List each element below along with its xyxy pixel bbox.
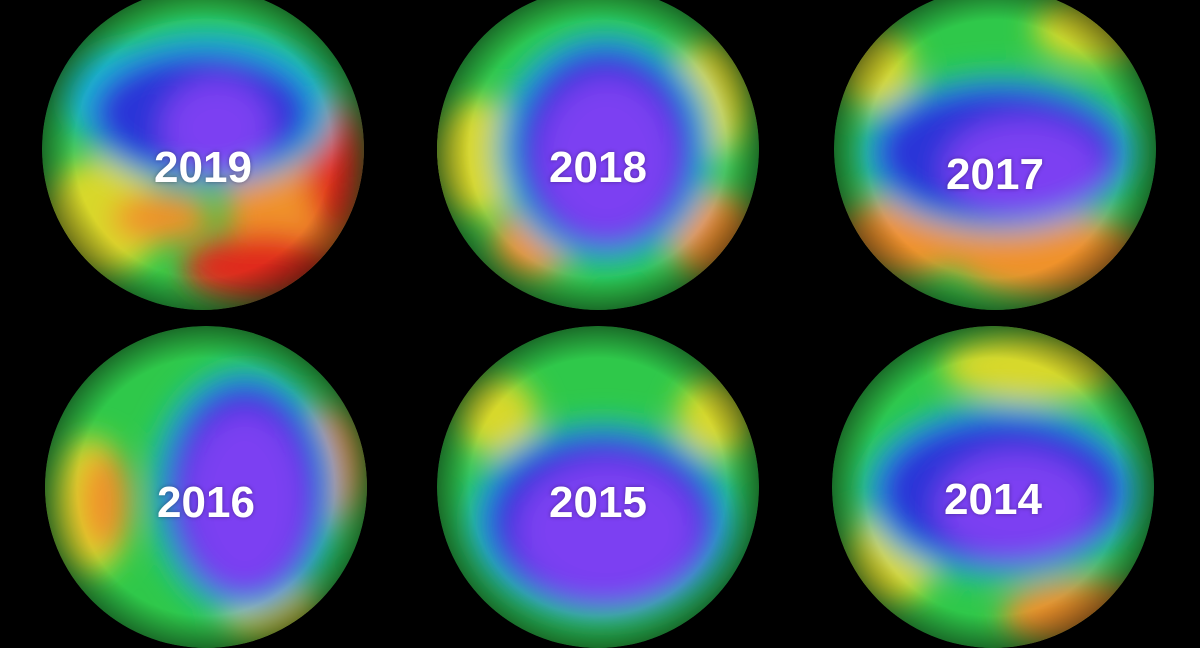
ozone-globe-2014: 2014	[832, 326, 1154, 648]
ozone-globe-2017: 2017	[834, 0, 1156, 310]
ozone-map-2015	[437, 326, 759, 648]
year-label-2015: 2015	[549, 478, 647, 528]
ozone-map-2018	[437, 0, 759, 310]
ozone-map-2016	[45, 326, 367, 648]
year-label-2019: 2019	[154, 143, 252, 193]
ozone-hole-grid: 2019 2018	[42, 0, 1156, 648]
ozone-map-2017	[834, 0, 1156, 310]
year-label-2017: 2017	[946, 149, 1044, 199]
ozone-globe-2015: 2015	[437, 326, 759, 648]
year-label-2018: 2018	[549, 143, 647, 193]
ozone-map-2014	[832, 326, 1154, 648]
ozone-globe-2016: 2016	[45, 326, 367, 648]
ozone-globe-2019: 2019	[42, 0, 364, 310]
year-label-2016: 2016	[157, 478, 255, 528]
ozone-map-2019	[42, 0, 364, 310]
ozone-globe-2018: 2018	[437, 0, 759, 310]
year-label-2014: 2014	[944, 474, 1042, 524]
